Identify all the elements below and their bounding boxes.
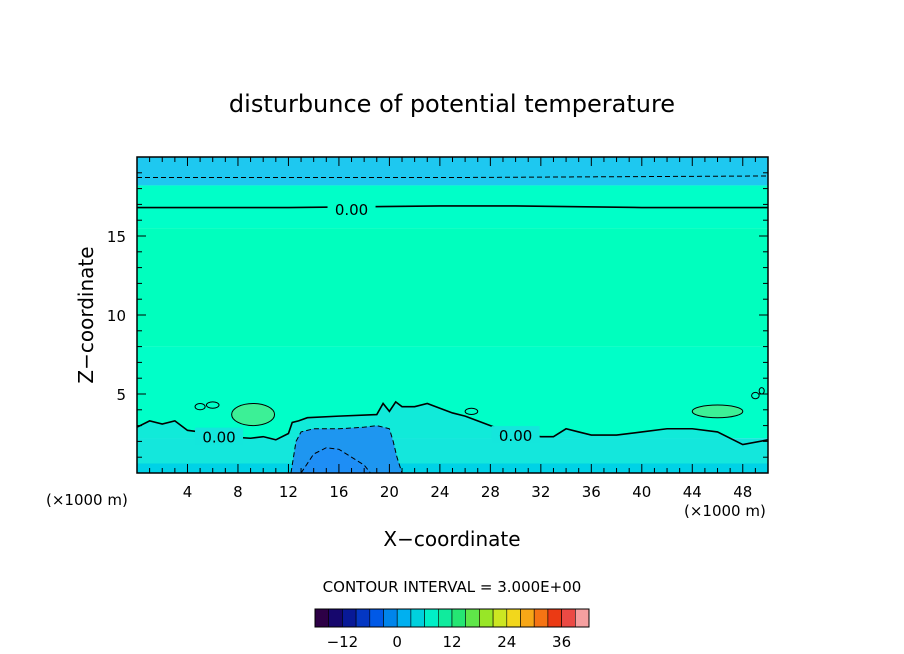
temperature-field bbox=[137, 157, 768, 473]
x-axis-label: X−coordinate bbox=[383, 527, 520, 551]
x-tick-label: 4 bbox=[183, 483, 193, 501]
warm-anomaly bbox=[691, 404, 744, 419]
colorbar-tick-label: 12 bbox=[442, 633, 461, 651]
colorbar-cell bbox=[314, 608, 329, 628]
contour-label: 0.00 bbox=[335, 201, 368, 219]
small-contour bbox=[464, 407, 479, 416]
x-tick-label: 48 bbox=[733, 483, 752, 501]
colorbar-cell bbox=[520, 608, 535, 628]
x-tick-label: 8 bbox=[233, 483, 243, 501]
colorbar-cell bbox=[437, 608, 453, 628]
negative-contour-top bbox=[137, 175, 769, 179]
small-contour bbox=[205, 401, 220, 409]
colorbar-cell bbox=[424, 608, 439, 628]
contour-label-bg bbox=[327, 200, 376, 218]
zero-contour-top bbox=[137, 205, 768, 209]
y-tick-label: 10 bbox=[107, 307, 126, 325]
x-tick-label: 20 bbox=[380, 483, 399, 501]
x-tick-label: 40 bbox=[632, 483, 651, 501]
contour-label: 0.00 bbox=[202, 429, 235, 447]
chart-title: disturbunce of potential temperature bbox=[229, 90, 675, 118]
x-tick-label: 44 bbox=[683, 483, 702, 501]
warm-anomaly bbox=[231, 402, 276, 427]
colorbar-cell bbox=[506, 608, 521, 628]
colorbar-tick-label: 36 bbox=[552, 633, 571, 651]
colorbar-cell bbox=[355, 608, 371, 628]
x-tick-label: 36 bbox=[582, 483, 601, 501]
contour-lines: 0.00 0.00 0.00 bbox=[136, 175, 769, 474]
colorbar-cell bbox=[410, 608, 425, 628]
colorbar-tick-label: −12 bbox=[327, 633, 359, 651]
y-axis: 5 10 15 bbox=[107, 156, 768, 474]
x-unit-left: (×1000 m) bbox=[46, 491, 128, 509]
colorbar-cell bbox=[328, 608, 343, 628]
colorbar-cell bbox=[479, 608, 494, 628]
colorbar-cell bbox=[533, 608, 549, 628]
contour-interval: CONTOUR INTERVAL = 3.000E+00 bbox=[323, 578, 582, 596]
cold-core-region bbox=[301, 447, 371, 473]
colorbar-cell bbox=[465, 608, 480, 628]
colorbar-cell bbox=[383, 608, 398, 628]
x-axis: 4 8 12 16 20 24 28 32 36 40 44 48 bbox=[136, 157, 769, 501]
colorbar-cell bbox=[451, 608, 466, 628]
y-axis-label: Z−coordinate bbox=[74, 246, 98, 383]
small-contour bbox=[751, 391, 760, 400]
colorbar-tick-label: 0 bbox=[392, 633, 402, 651]
band-mid bbox=[137, 228, 768, 347]
y-tick-label: 15 bbox=[107, 228, 126, 246]
cold-core-contour bbox=[300, 447, 371, 474]
contour-label: 0.00 bbox=[499, 427, 532, 445]
colorbar-cell bbox=[547, 608, 562, 628]
colorbar: −12 0 12 24 36 bbox=[314, 608, 590, 651]
colorbar-cell bbox=[369, 608, 384, 628]
contour-label-bg bbox=[491, 426, 540, 444]
cold-pool-contour bbox=[290, 425, 403, 474]
colorbar-cell bbox=[396, 608, 412, 628]
y-tick-label: 5 bbox=[116, 386, 126, 404]
colorbar-frame bbox=[314, 608, 590, 628]
colorbar-cell bbox=[561, 608, 576, 628]
x-tick-label: 28 bbox=[481, 483, 500, 501]
x-tick-label: 24 bbox=[430, 483, 449, 501]
x-tick-label: 12 bbox=[279, 483, 298, 501]
x-tick-label: 32 bbox=[531, 483, 550, 501]
colorbar-cell bbox=[492, 608, 508, 628]
small-contour bbox=[194, 402, 206, 411]
colorbar-cell bbox=[342, 608, 357, 628]
x-tick-label: 16 bbox=[329, 483, 348, 501]
contour-label-bg bbox=[195, 427, 244, 445]
colorbar-cell bbox=[574, 608, 590, 628]
x-unit-right: (×1000 m) bbox=[684, 502, 766, 520]
colorbar-tick-label: 24 bbox=[497, 633, 516, 651]
